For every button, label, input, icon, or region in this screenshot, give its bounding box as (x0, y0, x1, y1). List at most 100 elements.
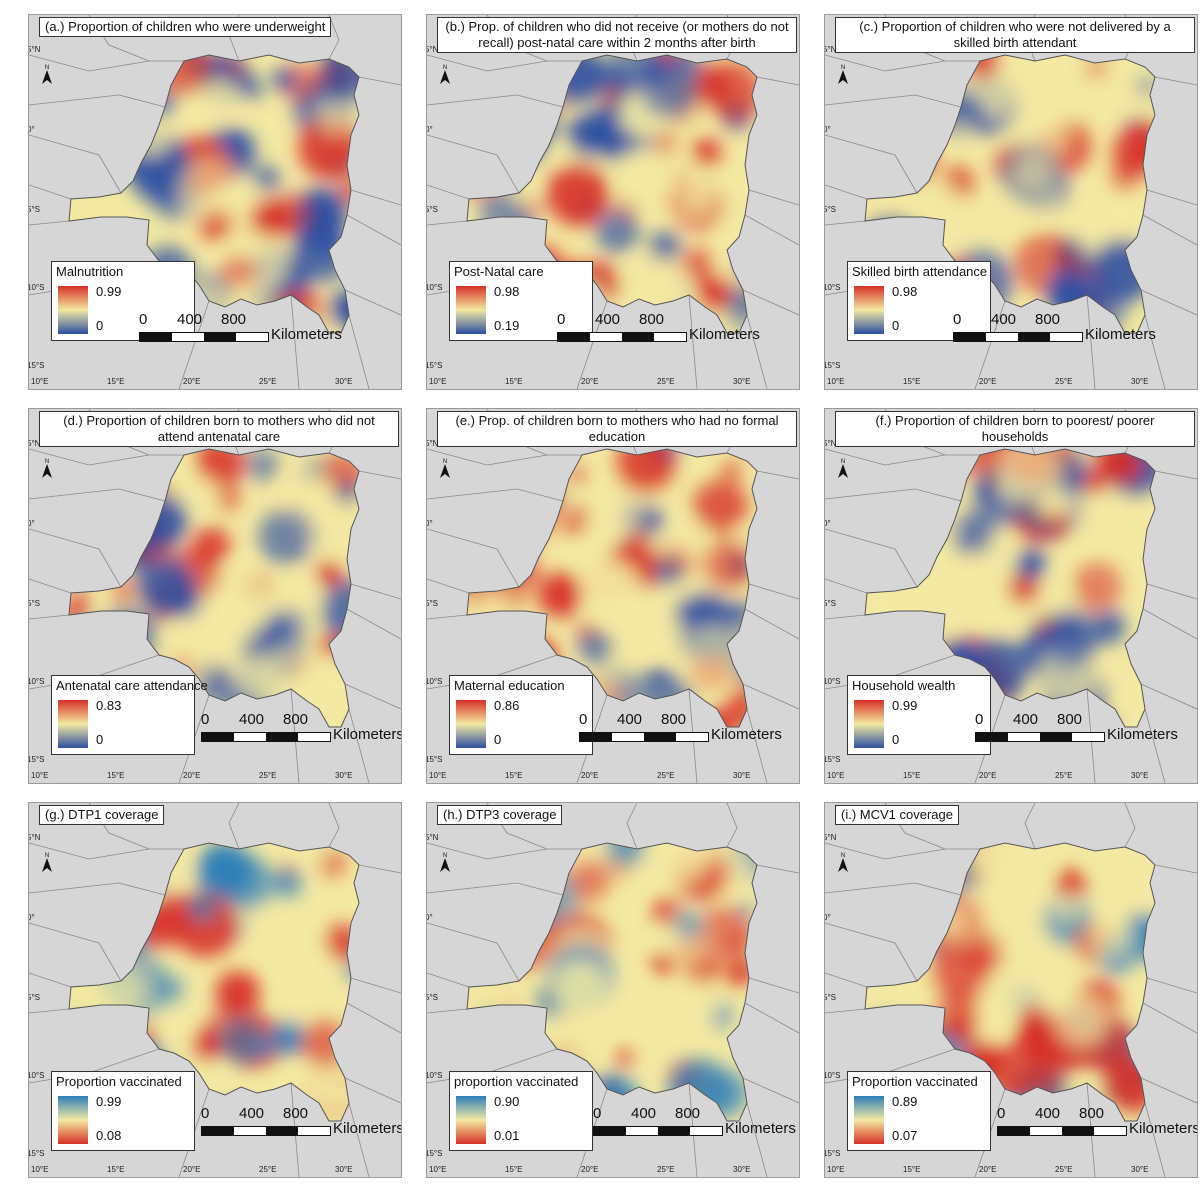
scale-units: Kilometers (725, 1120, 796, 1137)
map-legend: Proportion vaccinated 0.89 0.07 (847, 1071, 991, 1151)
neighbor-border (1142, 1002, 1197, 1034)
latitude-label: 10°S (28, 677, 45, 686)
neighbor-border (29, 134, 122, 194)
scale-bar-segments (557, 332, 687, 342)
neighbor-border (346, 214, 401, 246)
latitude-label: 10°S (28, 283, 45, 292)
north-arrow-icon: N (838, 853, 848, 872)
longitude-label: 15°E (107, 1165, 125, 1174)
neighbor-border (427, 134, 520, 194)
neighbor-border (1086, 294, 1096, 389)
neighbor-border (1144, 708, 1166, 783)
legend-min-value: 0 (494, 732, 502, 747)
map-panel: (c.) Proportion of children who were not… (824, 14, 1198, 390)
neighbor-border (825, 448, 980, 466)
scale-tick-label: 400 (239, 711, 265, 728)
neighbor-border (744, 608, 799, 640)
neighbor-border (1154, 76, 1197, 86)
latitude-label: 15°S (28, 361, 45, 370)
latitude-label: 5°S (426, 993, 438, 1002)
latitude-label: 0° (29, 913, 35, 922)
legend-min-value: 0.19 (494, 318, 520, 333)
legend-title: Malnutrition (56, 264, 124, 279)
country-outline (466, 842, 758, 1122)
neighbor-border (825, 578, 868, 594)
scale-tick-label: 800 (283, 711, 309, 728)
longitude-label: 25°E (657, 1165, 675, 1174)
latitude-label: 5°S (28, 205, 40, 214)
map-legend: proportion vaccinated 0.90 0.01 (449, 1071, 593, 1151)
neighbor-border (742, 683, 799, 710)
legend-title: Proportion vaccinated (852, 1074, 978, 1089)
legend-max-value: 0.99 (96, 284, 122, 299)
neighbor-border (746, 314, 768, 389)
neighbor-border (1140, 289, 1197, 316)
legend-max-value: 0.89 (892, 1094, 918, 1109)
latitude-label: 0° (825, 913, 831, 922)
neighbor-border (427, 220, 468, 226)
scale-units: Kilometers (1085, 326, 1156, 343)
scale-units: Kilometers (1107, 726, 1178, 743)
legend-title: Post-Natal care (454, 264, 544, 279)
scale-units: Kilometers (333, 726, 402, 743)
svg-text:N: N (841, 853, 845, 859)
neighbor-border (748, 189, 799, 206)
neighbor-border (29, 528, 122, 588)
scale-tick-label: 0 (579, 711, 588, 728)
north-arrow-icon: N (838, 65, 848, 84)
legend-min-value: 0.01 (494, 1128, 520, 1143)
neighbor-border (825, 972, 868, 988)
longitude-label: 25°E (657, 771, 675, 780)
legend-min-value: 0 (892, 318, 900, 333)
longitude-label: 20°E (183, 377, 201, 386)
neighbor-border (344, 683, 401, 710)
svg-text:N: N (45, 65, 49, 71)
latitude-label: 10°S (28, 1071, 45, 1080)
longitude-label: 15°E (107, 771, 125, 780)
legend-max-value: 0.98 (892, 284, 918, 299)
neighbor-border (346, 608, 401, 640)
longitude-label: 10°E (429, 771, 447, 780)
legend-title: Household wealth (852, 678, 956, 693)
scale-bar: 0 400 800 Kilometers (593, 1105, 796, 1145)
neighbor-border (746, 708, 768, 783)
legend-color-ramp (854, 700, 884, 748)
longitude-label: 15°E (903, 1165, 921, 1174)
country-outline (864, 54, 1156, 334)
scale-tick-label: 800 (1079, 1105, 1105, 1122)
scale-tick-label: 400 (239, 1105, 265, 1122)
longitude-label: 30°E (335, 377, 353, 386)
scale-bar: 0 400 800 Kilometers (201, 1105, 401, 1145)
latitude-label: 5°S (824, 599, 836, 608)
scale-bar-segments (953, 332, 1083, 342)
country-outline (864, 842, 1156, 1122)
scale-tick-label: 800 (639, 311, 665, 328)
scale-tick-label: 800 (283, 1105, 309, 1122)
country-outline (68, 54, 360, 334)
latitude-label: 5°N (426, 45, 439, 54)
longitude-label: 25°E (1055, 1165, 1073, 1174)
longitude-label: 25°E (259, 1165, 277, 1174)
legend-max-value: 0.90 (494, 1094, 520, 1109)
country-outline (864, 448, 1156, 728)
latitude-label: 15°S (824, 361, 841, 370)
neighbor-border (228, 803, 240, 850)
scale-tick-label: 0 (201, 711, 210, 728)
scale-bar: 0 400 800 Kilometers (997, 1105, 1197, 1145)
neighbor-border (350, 189, 401, 206)
scale-tick-label: 800 (1057, 711, 1083, 728)
latitude-label: 10°S (426, 283, 443, 292)
longitude-label: 15°E (903, 377, 921, 386)
latitude-label: 5°S (28, 993, 40, 1002)
panel-title: (b.) Prop. of children who did not recei… (437, 17, 797, 53)
legend-min-value: 0.08 (96, 1128, 122, 1143)
neighbor-border (427, 528, 520, 588)
scale-tick-label: 0 (557, 311, 566, 328)
scale-bar-segments (593, 1126, 723, 1136)
svg-text:N: N (443, 459, 447, 465)
neighbor-border (348, 1102, 370, 1177)
latitude-label: 0° (427, 913, 433, 922)
legend-color-ramp (854, 286, 884, 334)
neighbor-border (358, 470, 401, 480)
